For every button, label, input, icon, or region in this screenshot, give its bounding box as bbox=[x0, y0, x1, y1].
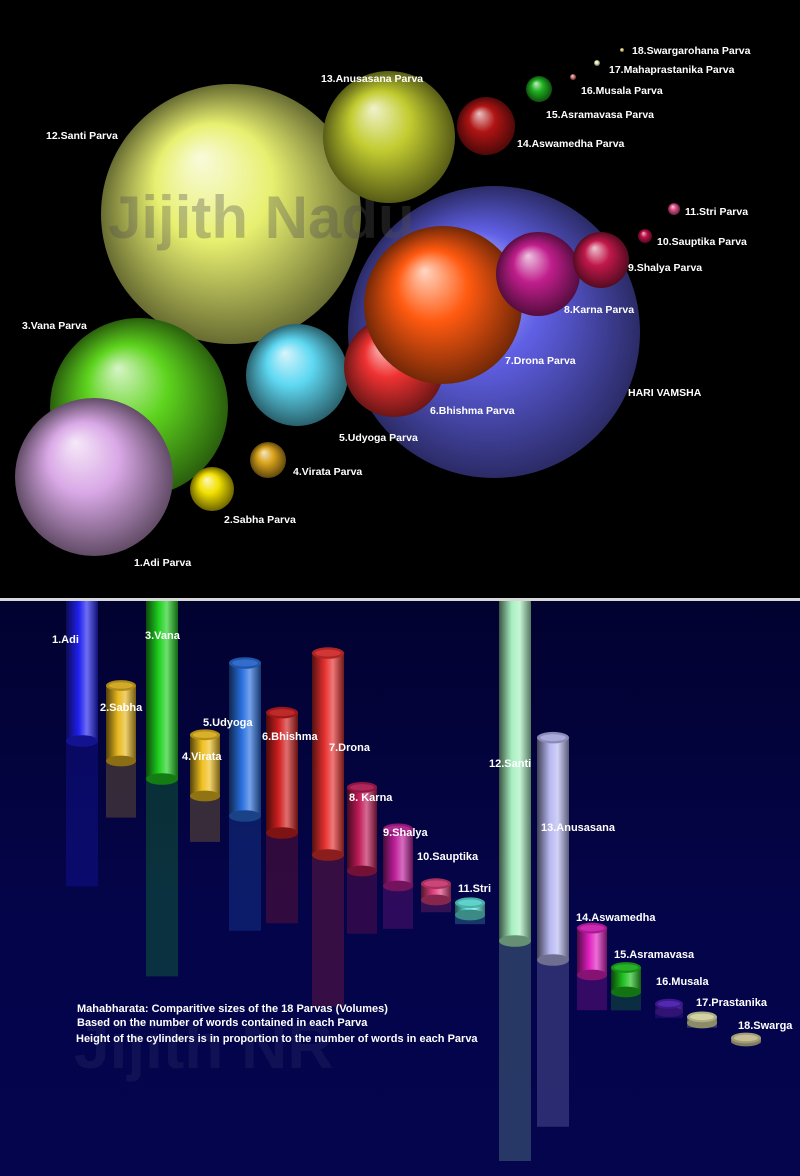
cylinder-9 bbox=[383, 823, 413, 929]
bubble-18 bbox=[620, 48, 624, 52]
bubble-13 bbox=[323, 71, 455, 203]
cylinder-label-9: 9.Shalya bbox=[383, 827, 429, 839]
cylinder-label-13: 13.Anusasana bbox=[541, 822, 616, 834]
bubble-label-10: 10.Sauptika Parva bbox=[657, 236, 747, 248]
cylinder-label-10: 10.Sauptika bbox=[417, 851, 479, 863]
cylinder-15 bbox=[611, 962, 641, 1011]
bubble-label-5: 5.Udyoga Parva bbox=[339, 432, 418, 444]
cylinder-3 bbox=[146, 601, 178, 977]
cylinder-label-3: 3.Vana bbox=[145, 630, 181, 642]
cylinder-label-2: 2.Sabha bbox=[100, 702, 143, 714]
cylinder-2 bbox=[106, 680, 136, 818]
bubble-11 bbox=[668, 203, 680, 215]
bubble-2 bbox=[190, 467, 234, 511]
cylinder-label-11: 11.Stri bbox=[458, 883, 491, 895]
cylinder-label-4: 4.Virata bbox=[182, 751, 222, 763]
cylinder-11 bbox=[455, 897, 485, 925]
bubble-17 bbox=[594, 60, 600, 66]
cylinder-label-14: 14.Aswamedha bbox=[576, 912, 656, 924]
cylinder-17 bbox=[687, 1011, 717, 1029]
bubble-label-15: 15.Asramavasa Parva bbox=[546, 109, 654, 121]
cylinder-5 bbox=[229, 657, 261, 931]
bubble-label-18: 18.Swargarohana Parva bbox=[632, 45, 751, 57]
bubble-label-8: 8.Karna Parva bbox=[564, 304, 634, 316]
bubble-16 bbox=[570, 74, 576, 80]
cylinder-label-1: 1.Adi bbox=[52, 634, 79, 646]
cylinder-7 bbox=[312, 647, 344, 1007]
bubble-label-1: 1.Adi Parva bbox=[134, 557, 191, 569]
bubble-label-9: 9.Shalya Parva bbox=[628, 262, 702, 274]
bubble-chart-panel: Jijith Nadu 1.Adi Parva 2.Sabha Parva 3.Van… bbox=[15, 45, 751, 569]
caption-line-2: Based on the number of words contained i… bbox=[77, 1017, 368, 1029]
bubble-label-17: 17.Mahaprastanika Parva bbox=[609, 64, 735, 76]
cylinder-10 bbox=[421, 878, 451, 913]
panel-divider bbox=[0, 598, 800, 601]
bubble-9 bbox=[573, 232, 629, 288]
cylinder-label-18: 18.Swarga bbox=[738, 1020, 793, 1032]
cylinder-18 bbox=[731, 1032, 761, 1047]
cylinder-12 bbox=[499, 601, 531, 1161]
bubble-10 bbox=[638, 229, 652, 243]
cylinder-6 bbox=[266, 706, 298, 924]
caption-line-1: Mahabharata: Comparitive sizes of the 18… bbox=[77, 1003, 388, 1015]
cylinder-8 bbox=[347, 781, 377, 934]
bubble-1 bbox=[15, 398, 173, 556]
cylinder-label-16: 16.Musala bbox=[656, 976, 709, 988]
bubble-label-12: 12.Santi Parva bbox=[46, 130, 118, 142]
bubble-5 bbox=[246, 324, 348, 426]
cylinder-14 bbox=[577, 922, 607, 1011]
cylinder-13 bbox=[537, 731, 569, 1127]
cylinder-label-12: 12.Santi bbox=[489, 758, 531, 770]
bubble-label-16: 16.Musala Parva bbox=[581, 85, 663, 97]
bubble-label-4: 4.Virata Parva bbox=[293, 466, 362, 478]
cylinder-label-5: 5.Udyoga bbox=[203, 717, 253, 729]
caption-line-3: Height of the cylinders is in proportion… bbox=[76, 1033, 478, 1045]
cylinder-label-17: 17.Prastanika bbox=[696, 997, 768, 1009]
bubble-8 bbox=[496, 232, 580, 316]
bubble-14 bbox=[457, 97, 515, 155]
bubble-label-11: 11.Stri Parva bbox=[685, 206, 748, 218]
bubble-label-19: HARI VAMSHA bbox=[628, 387, 702, 399]
cylinder-16 bbox=[655, 998, 683, 1019]
bubble-15 bbox=[526, 76, 552, 102]
bubble-label-7: 7.Drona Parva bbox=[505, 355, 576, 367]
cylinder-label-7: 7.Drona bbox=[329, 742, 371, 754]
cylinder-label-6: 6.Bhishma bbox=[262, 731, 319, 743]
cylinder-4 bbox=[190, 729, 220, 842]
cylinder-label-8: 8. Karna bbox=[349, 792, 393, 804]
bubble-label-2: 2.Sabha Parva bbox=[224, 514, 296, 526]
cylinder-chart: 1.Adi 2.Sabha 3.Vana 4.Virata 5.Udyoga 6.Bhis… bbox=[52, 601, 793, 1161]
bubble-4 bbox=[250, 442, 286, 478]
bubble-7 bbox=[364, 226, 522, 384]
cylinder-1 bbox=[66, 601, 98, 887]
bubble-label-13: 13.Anusasana Parva bbox=[321, 73, 423, 85]
bubble-label-6: 6.Bhishma Parva bbox=[430, 405, 515, 417]
cylinder-chart-panel: Jijith NR 1.Adi 2.Sabha 3.Vana 4.Virata 5.Ud… bbox=[0, 601, 800, 1176]
cylinder-label-15: 15.Asramavasa bbox=[614, 949, 695, 961]
bubble-12 bbox=[101, 84, 361, 344]
bubble-label-3: 3.Vana Parva bbox=[22, 320, 87, 332]
bubble-label-14: 14.Aswamedha Parva bbox=[517, 138, 625, 150]
